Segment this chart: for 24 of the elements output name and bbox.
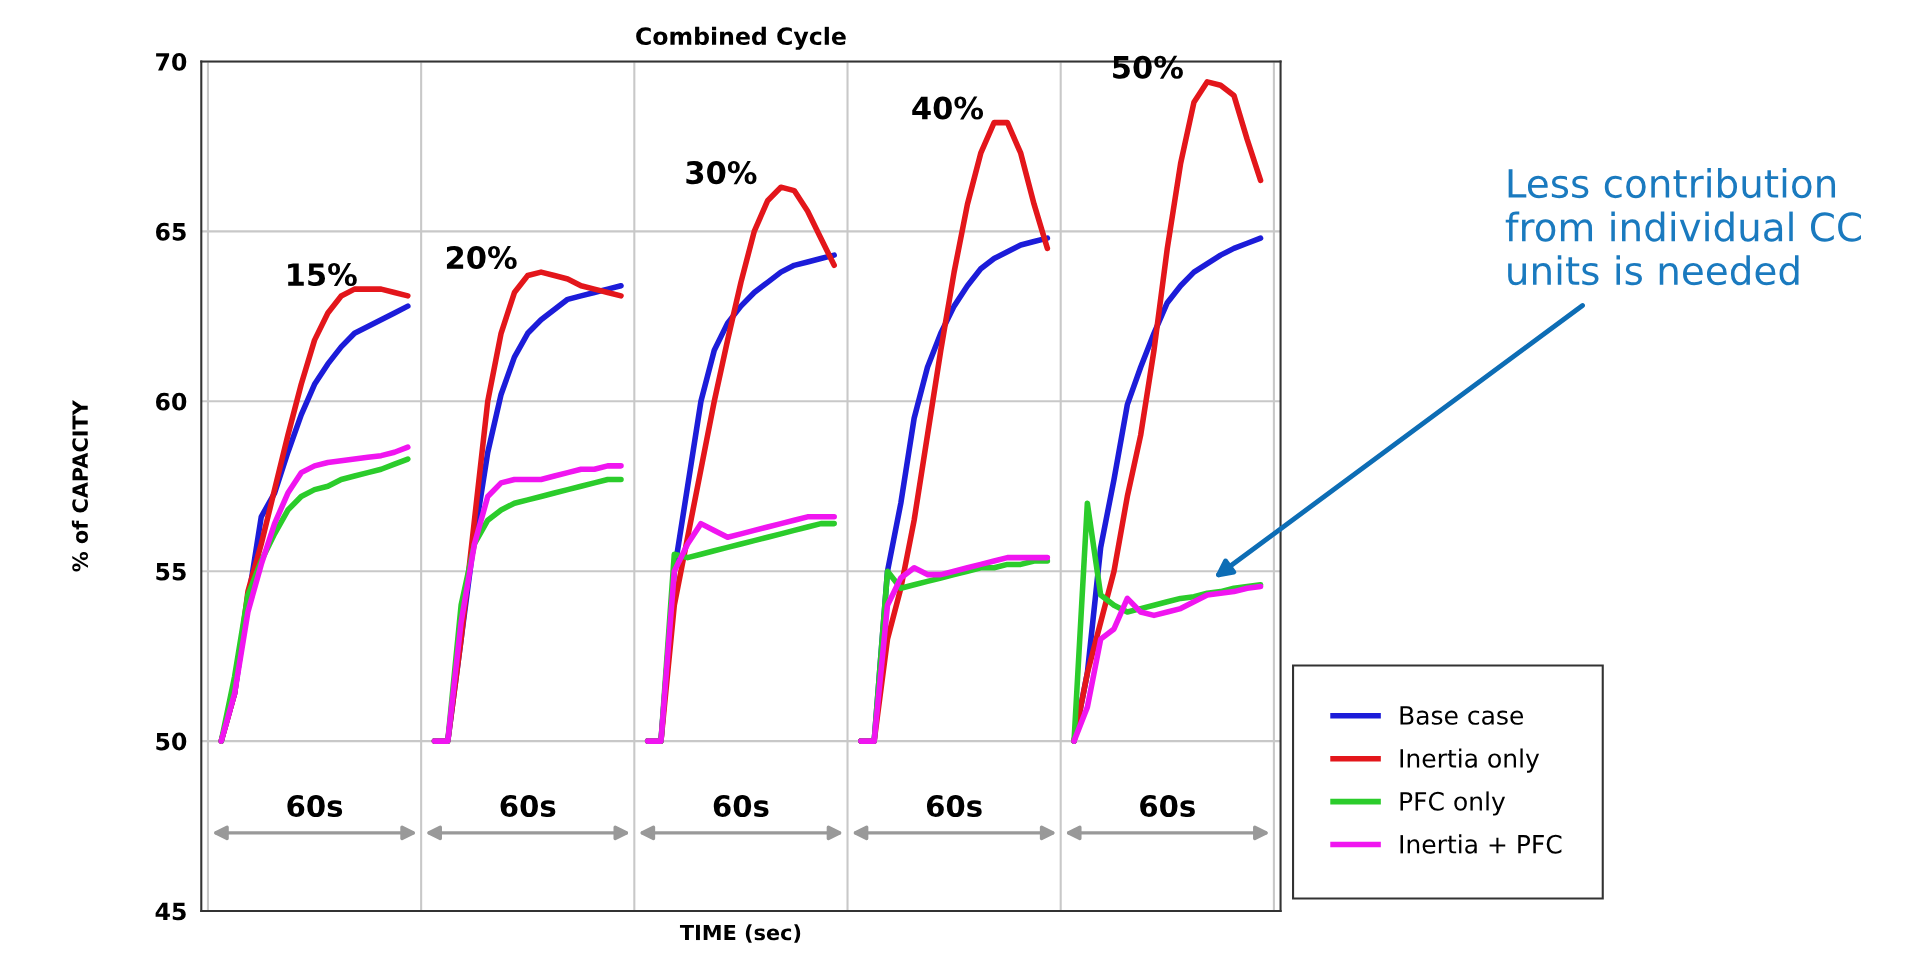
y-tick-label: 45 xyxy=(155,902,186,921)
y-tick-label: 70 xyxy=(156,52,187,71)
annotation: 20% xyxy=(446,246,517,270)
annotation: 60s xyxy=(1140,794,1195,818)
annotation: 60s xyxy=(713,794,769,818)
text: Less contribution from individual CC units is needed xyxy=(1505,168,1861,286)
legend-label: Inertia only xyxy=(1400,748,1540,773)
chart-title: Combined Cycle xyxy=(636,26,846,50)
annotation: 30% xyxy=(686,161,757,185)
y-tick-label: 50 xyxy=(156,732,187,751)
y-tick-label: 65 xyxy=(156,222,186,241)
y-tick-label: 55 xyxy=(156,562,186,581)
legend-label: Inertia + PFC xyxy=(1400,834,1562,854)
x-axis-title: TIME (sec) xyxy=(679,924,801,943)
legend-label: PFC only xyxy=(1400,791,1506,816)
annotation: 60s xyxy=(500,794,556,818)
annotation: 15% xyxy=(288,262,357,287)
annotation: 60s xyxy=(926,794,982,818)
legend-label: Base case xyxy=(1400,706,1524,725)
y-tick-label: 60 xyxy=(156,392,187,411)
annotation: 40% xyxy=(912,96,984,120)
y-axis-title: % of CAPACITY xyxy=(71,400,88,572)
annotation: 50% xyxy=(1113,55,1183,79)
annotation: 60s xyxy=(287,794,343,818)
